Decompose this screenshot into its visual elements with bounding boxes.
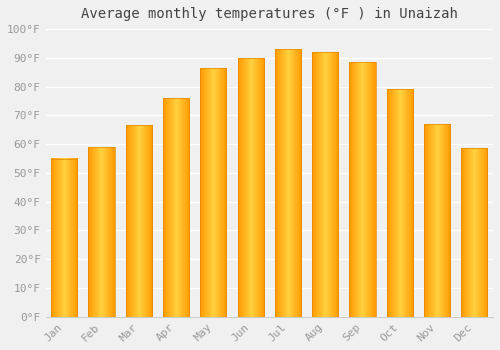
Bar <box>238 58 264 317</box>
Bar <box>424 124 450 317</box>
Title: Average monthly temperatures (°F ) in Unaizah: Average monthly temperatures (°F ) in Un… <box>81 7 458 21</box>
Bar <box>275 49 301 317</box>
Bar <box>88 147 115 317</box>
Bar <box>163 98 189 317</box>
Bar <box>126 125 152 317</box>
Bar <box>312 52 338 317</box>
Bar <box>387 90 413 317</box>
Bar <box>350 62 376 317</box>
Bar <box>51 159 78 317</box>
Bar <box>462 148 487 317</box>
Bar <box>200 68 226 317</box>
